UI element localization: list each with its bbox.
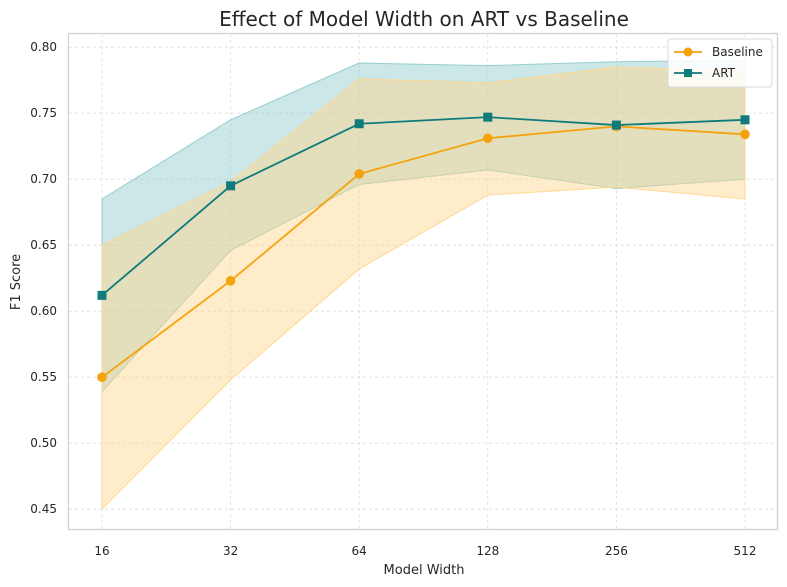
y-tick-label: 0.45 xyxy=(30,502,57,516)
legend: Baseline ART xyxy=(667,38,773,88)
y-tick-labels: 0.45 0.50 0.55 0.60 0.65 0.70 0.75 0.80 xyxy=(30,40,57,516)
series-line-baseline xyxy=(101,125,746,378)
x-tick-label: 16 xyxy=(94,544,109,558)
point-art-256 xyxy=(611,120,621,130)
band-baseline xyxy=(101,66,746,511)
legend-box xyxy=(667,38,773,88)
x-tick-label: 256 xyxy=(605,544,628,558)
y-tick-label: 0.70 xyxy=(30,172,57,186)
point-art-64 xyxy=(354,119,364,129)
band-layer xyxy=(101,59,746,511)
y-tick-label: 0.65 xyxy=(30,238,57,252)
y-axis-label: F1 Score xyxy=(9,254,24,310)
legend-art-marker xyxy=(684,69,692,77)
point-baseline-64 xyxy=(354,169,365,179)
y-tick-label: 0.80 xyxy=(30,40,57,54)
x-tick-label: 128 xyxy=(476,544,499,558)
y-tick-label: 0.75 xyxy=(30,106,57,120)
legend-baseline-label: Baseline xyxy=(712,45,763,59)
y-tick-label: 0.55 xyxy=(30,370,57,384)
plot-frame xyxy=(67,32,779,531)
x-tick-label: 64 xyxy=(352,544,367,558)
marker-layer xyxy=(97,112,750,383)
y-tick-label: 0.50 xyxy=(30,436,57,450)
x-tick-label: 32 xyxy=(223,544,238,558)
series-line-art xyxy=(101,116,746,297)
point-art-128 xyxy=(483,112,493,122)
chart-title: Effect of Model Width on ART vs Baseline xyxy=(219,7,629,31)
point-baseline-128 xyxy=(483,133,493,144)
point-baseline-16 xyxy=(97,372,107,383)
point-art-16 xyxy=(97,290,107,300)
point-art-512 xyxy=(740,115,750,125)
y-tick-label: 0.60 xyxy=(30,304,57,318)
point-baseline-32 xyxy=(225,276,236,286)
x-axis-label: Model Width xyxy=(384,563,465,578)
point-art-32 xyxy=(226,181,236,191)
x-tick-label: 512 xyxy=(734,544,757,558)
point-baseline-512 xyxy=(740,129,750,140)
line-layer xyxy=(101,116,746,378)
legend-baseline-marker xyxy=(683,47,693,57)
x-tick-labels: 16 32 64 128 256 512 xyxy=(94,544,756,558)
legend-art-label: ART xyxy=(712,66,736,80)
